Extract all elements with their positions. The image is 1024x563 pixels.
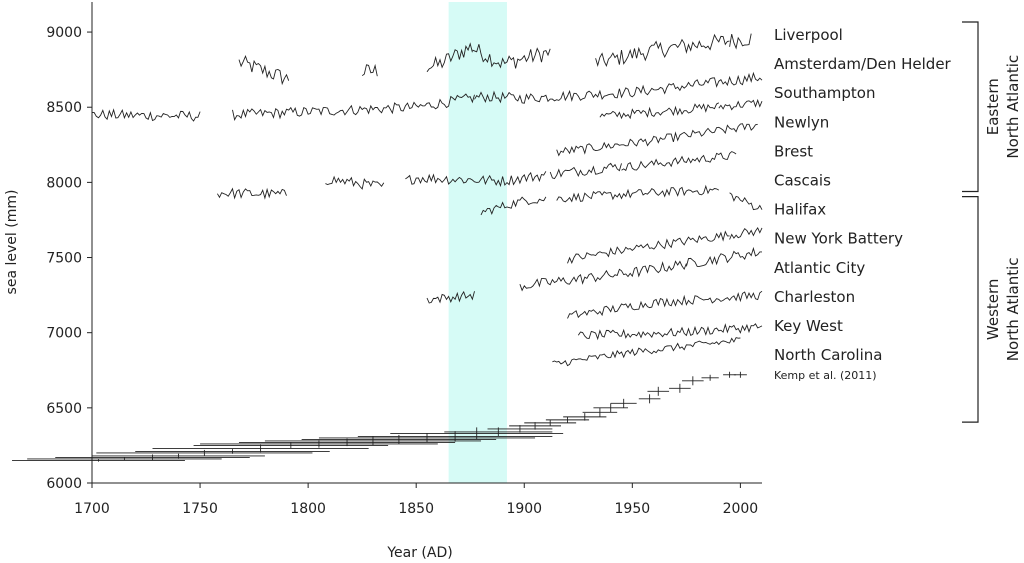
- group-label-0-line1: Eastern: [984, 78, 1002, 135]
- series-line-brest-3: [549, 162, 622, 180]
- group-label-0-line2: North Atlantic: [1004, 55, 1022, 159]
- series-layer: [91, 33, 763, 367]
- series-line-amsterdam-den-helder-2: [474, 71, 763, 104]
- series-line-brest-0: [217, 187, 287, 200]
- x-tick-label-1850: 1850: [398, 501, 434, 517]
- series-line-key-west-0: [577, 323, 763, 341]
- x-tick-label-1800: 1800: [290, 501, 326, 517]
- series-line-halifax-2: [649, 184, 720, 198]
- station-label-amsterdam-den-helder: Amsterdam/Den Helder: [774, 55, 952, 73]
- series-line-liverpool-2: [426, 42, 473, 73]
- x-tick-label-1900: 1900: [506, 501, 542, 517]
- station-label-new-york-battery: New York Battery: [774, 230, 903, 248]
- x-tick-label-1750: 1750: [182, 501, 218, 517]
- y-tick-label-8000: 8000: [46, 175, 82, 191]
- series-line-newlyn-0: [556, 135, 655, 157]
- series-line-liverpool-0: [238, 54, 290, 86]
- group-bracket-1: [962, 196, 979, 423]
- y-tick-label-6000: 6000: [46, 476, 82, 492]
- proxy-layer: [12, 371, 747, 462]
- x-tick-label-2000: 2000: [723, 501, 759, 517]
- station-label-southampton: Southampton: [774, 84, 875, 102]
- station-label-halifax: Halifax: [774, 201, 826, 219]
- proxy-source-label: Kemp et al. (2011): [774, 369, 877, 382]
- group-label-1-line2: North Atlantic: [1004, 257, 1022, 361]
- station-label-atlantic-city: Atlantic City: [774, 259, 865, 277]
- y-tick-label-7500: 7500: [46, 251, 82, 267]
- series-line-charleston-1: [567, 290, 763, 319]
- series-line-amsterdam-den-helder-1: [232, 93, 475, 121]
- series-line-atlantic-city-0: [519, 260, 687, 292]
- series-line-atlantic-city-1: [685, 246, 762, 267]
- series-line-southampton-1: [718, 98, 763, 111]
- y-tick-label-8500: 8500: [46, 100, 82, 116]
- series-line-new-york-battery-0: [567, 230, 730, 264]
- series-line-brest-2: [405, 171, 547, 188]
- y-tick-label-6500: 6500: [46, 401, 82, 417]
- series-line-north-carolina-0: [552, 337, 741, 367]
- y-tick-label-7000: 7000: [46, 326, 82, 342]
- series-line-halifax-3: [729, 192, 763, 211]
- series-line-cascais-0: [621, 151, 737, 172]
- station-label-brest: Brest: [774, 142, 813, 160]
- group-label-1-line1: Western: [984, 279, 1002, 341]
- station-label-north-carolina: North Carolina: [774, 346, 882, 364]
- station-labels: Liverpool Amsterdam/Den Helder Southampton…: [774, 26, 952, 382]
- series-line-liverpool-4: [595, 33, 730, 68]
- series-line-liverpool-1: [361, 63, 378, 77]
- y-tick-label-9000: 9000: [46, 25, 82, 41]
- x-tick-label-1950: 1950: [615, 501, 651, 517]
- station-label-charleston: Charleston: [774, 288, 855, 306]
- station-label-newlyn: Newlyn: [774, 113, 829, 131]
- series-line-charleston-0: [426, 290, 475, 304]
- highlight-band: [448, 2, 507, 483]
- x-tick-label-1700: 1700: [74, 501, 110, 517]
- series-line-brest-1: [325, 175, 385, 190]
- axes-layer: 1700 1750 1800 1850 1900 1950 2000 6000 6500 7000…: [46, 2, 762, 517]
- series-line-halifax-1: [556, 188, 650, 203]
- x-axis-title: Year (AD): [386, 545, 452, 561]
- series-line-southampton-0: [599, 102, 720, 120]
- series-line-halifax-0: [480, 196, 547, 216]
- y-axis-title: sea level (mm): [4, 190, 20, 295]
- series-line-amsterdam-den-helder-0: [91, 108, 201, 122]
- series-line-liverpool-3: [472, 44, 551, 69]
- station-label-liverpool: Liverpool: [774, 26, 843, 44]
- station-label-key-west: Key West: [774, 317, 843, 335]
- series-line-new-york-battery-1: [729, 226, 763, 240]
- series-line-newlyn-1: [653, 123, 758, 144]
- station-label-cascais: Cascais: [774, 172, 831, 190]
- group-bracket-0: [962, 21, 979, 193]
- series-line-liverpool-5: [729, 33, 752, 50]
